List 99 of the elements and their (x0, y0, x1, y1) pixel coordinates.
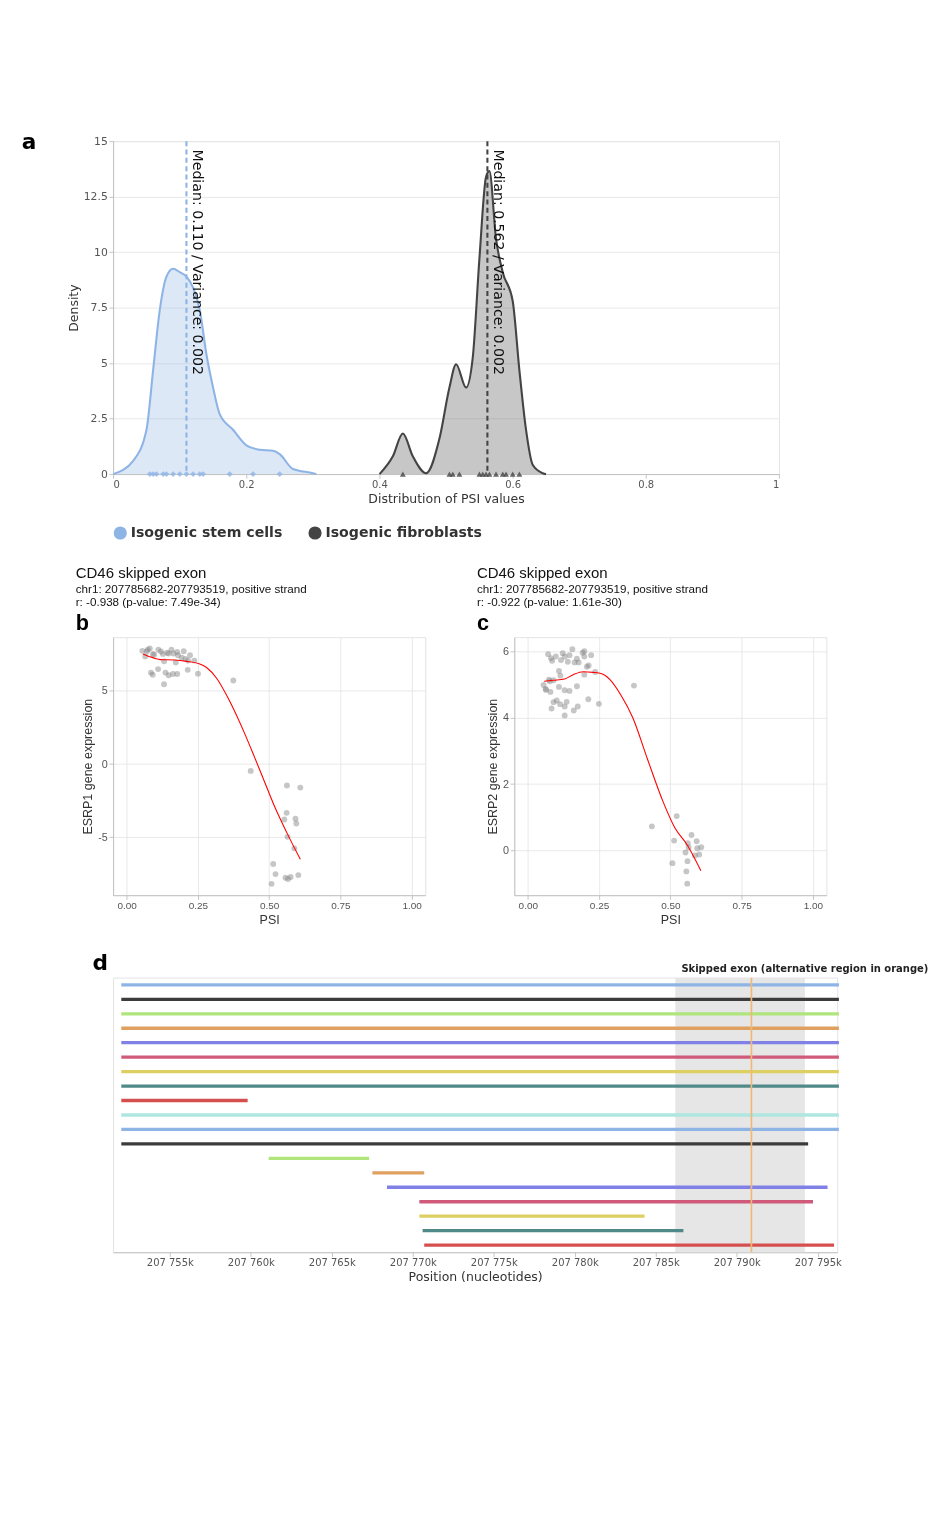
y-axis-title: ESRP2 gene expression (486, 698, 501, 835)
point (281, 816, 288, 823)
y-tick-label: 0 (100, 467, 108, 481)
ref-line-label: Median: 0.110 / Variance: 0.002 (190, 149, 207, 376)
x-tick-label: 0 (113, 478, 120, 490)
bar (121, 983, 839, 987)
x-axis-title: PSI (259, 912, 280, 927)
y-axis-title: Density (65, 284, 81, 332)
x-tick-label: 0.00 (518, 899, 539, 911)
bar (121, 1113, 839, 1117)
bar (121, 1055, 839, 1059)
text: d (92, 950, 108, 976)
x-tick-label: 0.50 (259, 899, 280, 911)
point (283, 782, 290, 789)
point (230, 677, 237, 684)
bar (419, 1200, 813, 1204)
bar (268, 1156, 370, 1161)
bar (121, 1012, 839, 1016)
ref-line-label: Median: 0.562 / Variance: 0.002 (491, 149, 508, 376)
chart-subtitle: chr1: 207785682-207793519, positive strand r: -0.938 (p-value: 7.49e-34) (75, 582, 307, 609)
legend-label: Isogenic stem cells (130, 524, 283, 541)
bar (419, 1214, 645, 1218)
bar (372, 1171, 425, 1175)
y-tick-label: 5 (100, 356, 108, 370)
y-tick-label: 2 (502, 777, 509, 790)
bar (121, 1069, 839, 1074)
text: c (476, 609, 489, 635)
x-tick-label: 207 765k (308, 1257, 357, 1269)
point (293, 820, 300, 827)
x-tick-label: 0.00 (117, 899, 138, 911)
x-tick-label: 0.25 (589, 899, 610, 911)
y-tick-label: 15 (94, 134, 108, 148)
x-tick-label: 207 780k (551, 1257, 600, 1269)
x-axis-title: Distribution of PSI values (368, 490, 525, 506)
y-tick-label: 7.5 (90, 301, 108, 315)
x-tick-label: 207 795k (794, 1257, 842, 1269)
bar (121, 997, 839, 1002)
chart-title: CD46 skipped exon (476, 564, 608, 582)
point (272, 871, 279, 878)
bar (386, 1185, 828, 1189)
bar (121, 1026, 839, 1030)
x-tick-label: 207 760k (227, 1257, 276, 1269)
y-axis-title: ESRP1 gene expression (81, 698, 96, 835)
point (187, 652, 193, 659)
point (169, 671, 176, 677)
x-tick-label: 207 770k (389, 1257, 438, 1269)
point (174, 671, 181, 677)
point (161, 681, 168, 688)
point (292, 815, 299, 822)
text: a (21, 128, 37, 154)
bar (121, 1142, 809, 1146)
x-axis-title: PSI (660, 912, 681, 927)
x-tick-label: 0.25 (188, 899, 209, 911)
y-tick-label: -5 (98, 830, 108, 843)
x-tick-label: 1.00 (803, 899, 824, 911)
point (295, 872, 302, 879)
x-tick-label: 0.75 (331, 899, 352, 911)
point (268, 880, 275, 887)
x-tick-label: 0.8 (638, 478, 655, 490)
x-axis-title: Position (nucleotides) (408, 1269, 543, 1285)
point (247, 767, 254, 774)
x-tick-label: 1.00 (402, 899, 423, 911)
bar (121, 1098, 248, 1103)
x-tick-label: 0.75 (732, 899, 753, 911)
x-tick-label: 0.50 (661, 899, 681, 911)
x-tick-label: 207 775k (470, 1257, 519, 1269)
y-tick-label: 0 (101, 757, 108, 770)
x-tick-label: 1 (773, 478, 780, 490)
x-tick-label: 0.2 (238, 478, 255, 490)
chart-subtitle: chr1: 207785682-207793519, positive strand r: -0.922 (p-value: 1.61e-30) (476, 582, 708, 609)
point (283, 809, 290, 816)
legend-label: Isogenic fibroblasts (325, 524, 482, 541)
band-label: Skipped exon (alternative region in orange) (681, 962, 929, 974)
y-tick-label: 0 (502, 843, 509, 856)
x-tick-label: 0.4 (372, 478, 388, 490)
y-tick-label: 4 (502, 711, 509, 724)
x-tick-label: 207 755k (146, 1257, 195, 1269)
chart-title: CD46 skipped exon (75, 564, 207, 582)
x-tick-label: 207 790k (713, 1257, 761, 1269)
point (155, 666, 162, 673)
bar (121, 1041, 839, 1045)
text: b (75, 609, 89, 635)
bar (121, 1084, 839, 1088)
point (195, 670, 201, 677)
point (175, 652, 181, 659)
x-tick-label: 207 785k (632, 1257, 680, 1269)
bar (121, 1127, 839, 1132)
y-tick-label: 2.5 (90, 412, 108, 426)
point (297, 784, 304, 791)
y-tick-label: 10 (94, 245, 108, 259)
y-tick-label: 12.5 (83, 190, 108, 204)
y-tick-label: 5 (101, 684, 108, 697)
x-tick-label: 0.6 (505, 478, 522, 490)
bar (424, 1243, 835, 1247)
point (180, 648, 187, 655)
point (184, 666, 191, 673)
point (270, 861, 277, 867)
y-tick-label: 6 (502, 645, 509, 658)
bar (422, 1228, 684, 1233)
